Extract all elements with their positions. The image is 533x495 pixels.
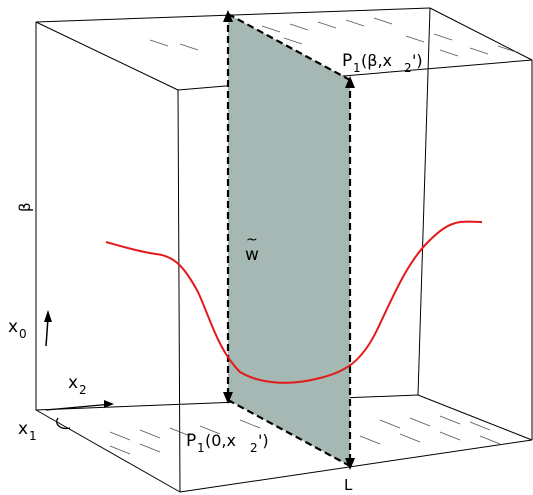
l-label: L	[344, 476, 353, 494]
x0-axis-arrow	[44, 310, 52, 347]
box-bottom-face	[35, 394, 533, 493]
w-tilde-label: w	[245, 245, 259, 265]
x0-label: x	[8, 317, 18, 337]
svg-text:2: 2	[250, 441, 258, 455]
w-tilde-accent: ~	[246, 232, 258, 248]
svg-text:'): ')	[258, 431, 269, 450]
svg-text:1: 1	[197, 441, 205, 455]
svg-text:P: P	[186, 431, 196, 451]
svg-text:(0,x: (0,x	[205, 431, 236, 450]
slice-plane	[228, 14, 350, 466]
trajectory-curve	[105, 220, 483, 384]
svg-text:'): ')	[412, 51, 423, 70]
arrowhead-top-left	[223, 10, 233, 22]
svg-text:1: 1	[353, 61, 361, 75]
arrowhead-top-right	[345, 76, 355, 88]
slice-plane-edges	[226, 13, 352, 467]
p1-bottom-label: P 1 (0,x 2 ')	[186, 431, 269, 455]
x1-subscript: 1	[29, 429, 37, 443]
x1-label: x	[18, 419, 28, 439]
plane-arrowheads	[223, 10, 355, 470]
svg-text:P: P	[342, 51, 352, 71]
corner-axes	[45, 400, 114, 430]
svg-text:2: 2	[404, 61, 412, 75]
box-back-edges	[35, 7, 533, 410]
svg-text:(β,x: (β,x	[361, 51, 392, 70]
p1-top-label: P 1 (β,x 2 ')	[342, 51, 423, 75]
x2-subscript: 2	[79, 383, 87, 397]
beta-axis-label: β	[16, 202, 34, 212]
x2-label: x	[68, 373, 78, 393]
arrowhead-bottom-left	[223, 392, 233, 404]
x0-subscript: 0	[19, 327, 27, 341]
arrowhead-bottom-right	[345, 458, 355, 470]
